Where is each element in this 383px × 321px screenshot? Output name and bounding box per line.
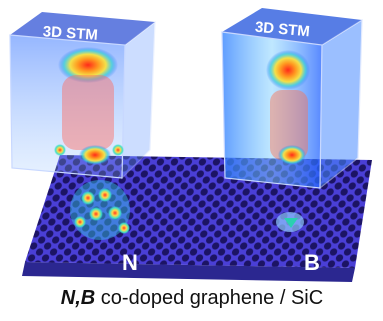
stm-cube: 3D STM — [222, 8, 362, 188]
caption-italic: N,B — [61, 287, 95, 309]
stm-cube: 3D STM — [10, 12, 155, 178]
n-dopant-cluster — [70, 180, 130, 240]
b-dopant — [276, 212, 304, 232]
dopant-label: B — [304, 250, 320, 275]
dopant-label: N — [122, 250, 138, 275]
illustration: N B 3D STM 3D STM N,B co-doped graphene … — [0, 0, 383, 321]
caption: N,B co-doped graphene / SiC — [61, 287, 323, 309]
caption-text: co-doped graphene / SiC — [95, 287, 323, 309]
page: N B 3D STM 3D STM N,B co-doped graphene … — [0, 0, 383, 321]
